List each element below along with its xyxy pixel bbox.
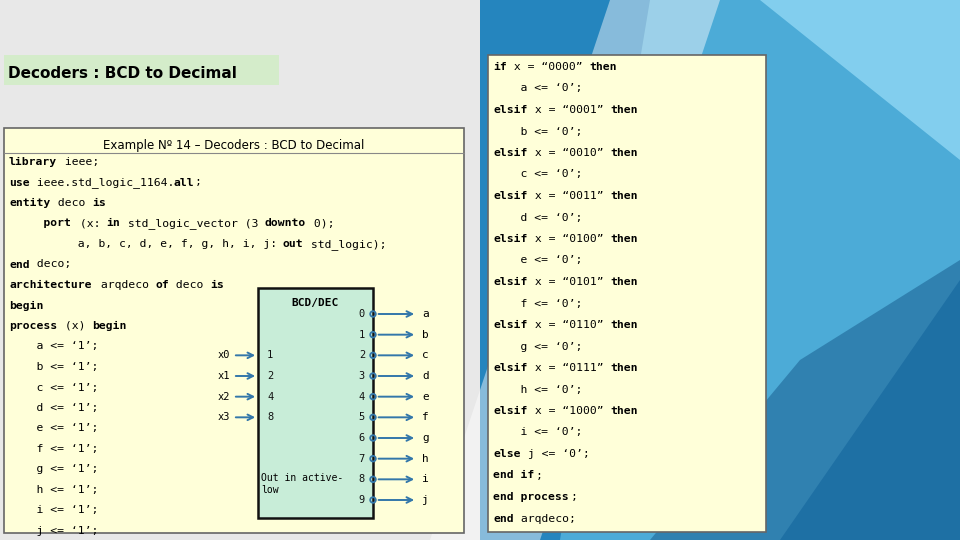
Text: end: end	[493, 514, 514, 523]
Text: deco: deco	[169, 280, 210, 290]
Text: 4: 4	[359, 392, 365, 402]
FancyBboxPatch shape	[258, 288, 373, 518]
Text: g: g	[422, 433, 429, 443]
Text: h: h	[422, 454, 429, 464]
FancyBboxPatch shape	[488, 55, 766, 532]
Text: std_logic);: std_logic);	[303, 239, 386, 250]
Text: use: use	[9, 178, 30, 187]
Text: elsif: elsif	[493, 234, 527, 244]
Text: 2: 2	[267, 371, 274, 381]
Text: f <= ‘1’;: f <= ‘1’;	[9, 444, 98, 454]
Text: 9: 9	[359, 495, 365, 505]
Text: g <= ‘1’;: g <= ‘1’;	[9, 464, 98, 475]
Text: ;: ;	[536, 470, 542, 481]
Text: Out in active-
low: Out in active- low	[261, 474, 344, 495]
Text: all: all	[174, 178, 194, 187]
Text: entity: entity	[9, 198, 50, 208]
Text: x = “1000”: x = “1000”	[528, 406, 611, 416]
Text: h <= ‘1’;: h <= ‘1’;	[9, 485, 98, 495]
Text: b: b	[422, 329, 429, 340]
Text: then: then	[611, 406, 637, 416]
Text: ;: ;	[570, 492, 578, 502]
Text: 8: 8	[359, 474, 365, 484]
Text: g <= ‘0’;: g <= ‘0’;	[493, 341, 583, 352]
Text: x = “0111”: x = “0111”	[528, 363, 611, 373]
Text: (x): (x)	[59, 321, 93, 331]
Text: elsif: elsif	[493, 105, 527, 115]
Text: elsif: elsif	[493, 191, 527, 201]
Text: e: e	[422, 392, 429, 402]
Text: 2: 2	[359, 350, 365, 360]
Text: deco;: deco;	[30, 260, 71, 269]
Text: arqdeco: arqdeco	[94, 280, 156, 290]
Text: begin: begin	[92, 321, 127, 331]
Text: f <= ‘0’;: f <= ‘0’;	[493, 299, 583, 308]
Polygon shape	[430, 0, 720, 540]
Text: b <= ‘0’;: b <= ‘0’;	[493, 126, 583, 137]
Text: i: i	[422, 474, 429, 484]
Text: x2: x2	[218, 392, 230, 402]
Text: port: port	[9, 219, 71, 228]
Text: then: then	[611, 148, 637, 158]
Text: 6: 6	[359, 433, 365, 443]
Text: x3: x3	[218, 413, 230, 422]
Text: of: of	[156, 280, 169, 290]
Text: j: j	[422, 495, 429, 505]
Text: ieee.std_logic_1164.: ieee.std_logic_1164.	[30, 178, 175, 188]
Text: 1: 1	[359, 329, 365, 340]
Text: j <= ‘1’;: j <= ‘1’;	[9, 526, 98, 536]
Text: end if: end if	[493, 470, 535, 481]
Text: elsif: elsif	[493, 406, 527, 416]
Text: b <= ‘1’;: b <= ‘1’;	[9, 362, 98, 372]
Text: library: library	[9, 157, 58, 167]
Text: then: then	[611, 320, 637, 330]
Text: architecture: architecture	[9, 280, 91, 290]
Text: a <= ‘0’;: a <= ‘0’;	[493, 84, 583, 93]
Text: is: is	[92, 198, 107, 208]
Text: elsif: elsif	[493, 148, 527, 158]
Text: x1: x1	[218, 371, 230, 381]
Text: d: d	[422, 371, 429, 381]
Text: e <= ‘1’;: e <= ‘1’;	[9, 423, 98, 434]
Text: x = “0100”: x = “0100”	[528, 234, 611, 244]
Text: ;: ;	[195, 178, 202, 187]
Text: x = “0101”: x = “0101”	[528, 277, 611, 287]
Text: then: then	[611, 234, 637, 244]
Text: j <= ‘0’;: j <= ‘0’;	[521, 449, 590, 459]
Text: x0: x0	[218, 350, 230, 360]
Polygon shape	[560, 0, 960, 540]
Text: x = “0110”: x = “0110”	[528, 320, 611, 330]
Text: (x:: (x:	[73, 219, 107, 228]
Text: elsif: elsif	[493, 277, 527, 287]
Text: f: f	[422, 413, 429, 422]
Text: end process: end process	[493, 492, 568, 502]
Text: in: in	[107, 219, 120, 228]
Text: then: then	[589, 62, 616, 72]
Text: BCD/DEC: BCD/DEC	[292, 298, 339, 308]
Text: i <= ‘0’;: i <= ‘0’;	[493, 428, 583, 437]
Polygon shape	[650, 260, 960, 540]
Text: elsif: elsif	[493, 363, 527, 373]
Text: c <= ‘0’;: c <= ‘0’;	[493, 170, 583, 179]
Text: 3: 3	[359, 371, 365, 381]
Text: 7: 7	[359, 454, 365, 464]
Text: end: end	[9, 260, 30, 269]
Text: d <= ‘1’;: d <= ‘1’;	[9, 403, 98, 413]
Text: is: is	[210, 280, 224, 290]
Text: c: c	[422, 350, 429, 360]
Text: out: out	[282, 239, 303, 249]
Text: ieee;: ieee;	[59, 157, 100, 167]
Text: x = “0010”: x = “0010”	[528, 148, 611, 158]
Text: 0: 0	[359, 309, 365, 319]
Text: i <= ‘1’;: i <= ‘1’;	[9, 505, 98, 516]
Text: Decoders : BCD to Decimal: Decoders : BCD to Decimal	[8, 65, 237, 80]
Text: 5: 5	[359, 413, 365, 422]
Text: e <= ‘0’;: e <= ‘0’;	[493, 255, 583, 266]
Text: h <= ‘0’;: h <= ‘0’;	[493, 384, 583, 395]
Text: 0);: 0);	[306, 219, 334, 228]
Text: else: else	[493, 449, 520, 459]
Text: if: if	[493, 62, 507, 72]
Text: x = “0001”: x = “0001”	[528, 105, 611, 115]
Text: 1: 1	[267, 350, 274, 360]
